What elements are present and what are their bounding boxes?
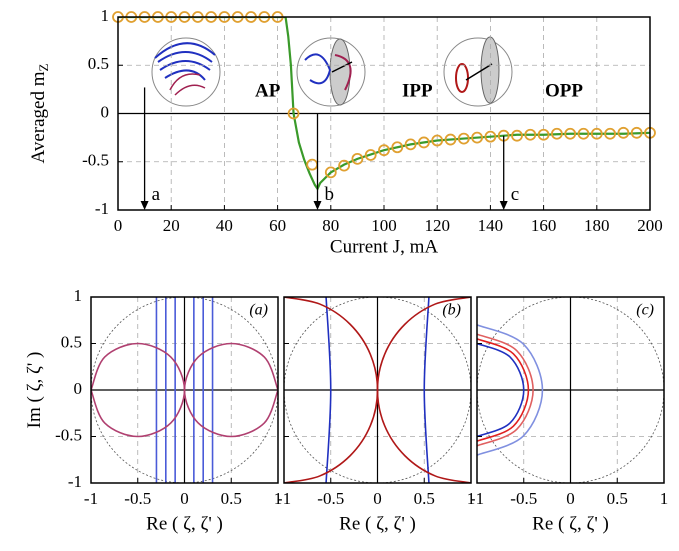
x-tick-label: -1 [470, 489, 484, 508]
x-tick-label: 1 [660, 489, 669, 508]
y-tick-label: 0.5 [61, 332, 82, 351]
marker [604, 127, 616, 140]
marker [524, 128, 537, 141]
x-axis-label: Re ( ζ, ζ' ) [532, 513, 609, 534]
marker [364, 149, 377, 161]
panel-label: (c) [636, 302, 654, 319]
x-tick-label: 1 [467, 489, 476, 508]
marker [287, 107, 300, 120]
marker [417, 136, 430, 149]
arrow-head [140, 201, 149, 210]
marker [617, 126, 630, 139]
x-tick-label: 200 [637, 216, 663, 235]
y-tick-label: -0.5 [55, 425, 82, 444]
marker [577, 127, 590, 140]
y-axis-label: Im ( ζ, ζ' ) [24, 352, 45, 429]
x-tick-label: 1 [274, 489, 283, 508]
x-tick-label: 180 [584, 216, 610, 235]
marker [471, 131, 484, 144]
marker [338, 159, 351, 172]
arrow-label: b [325, 184, 335, 205]
y-tick-label: 0.5 [88, 54, 109, 73]
x-tick-label: -0.5 [124, 489, 151, 508]
marker [351, 152, 364, 165]
x-tick-label: -1 [84, 489, 98, 508]
marker [630, 126, 643, 139]
x-tick-label: 160 [531, 216, 557, 235]
y-axis-label-text: Im ( ζ, ζ' ) [24, 352, 45, 429]
series-line [477, 342, 525, 438]
series-line [91, 342, 186, 438]
inset-icons [151, 36, 513, 107]
y-axis-label-text: Averaged m [28, 71, 49, 163]
y-tick-label: 0 [101, 102, 110, 121]
x-tick-label: 0 [373, 489, 382, 508]
y-axis-label: Averaged mZ [28, 63, 51, 163]
arrow-head [313, 201, 322, 210]
x-tick-label: 20 [163, 216, 180, 235]
x-tick-label: 100 [371, 216, 397, 235]
x-tick-label: 0 [180, 489, 189, 508]
series-line [376, 297, 471, 483]
marker [511, 129, 523, 142]
x-tick-label: 0.5 [607, 489, 628, 508]
x-tick-label: 0 [114, 216, 123, 235]
series-line [477, 324, 544, 456]
panel-label: (a) [249, 302, 268, 319]
y-tick-label: -0.5 [82, 151, 109, 170]
marker [551, 127, 563, 140]
series-line [477, 333, 534, 447]
arrow-label: a [152, 184, 161, 205]
x-tick-label: 40 [216, 216, 233, 235]
x-tick-label: 60 [269, 216, 286, 235]
series-line [118, 17, 650, 191]
marker [444, 133, 457, 146]
marker [564, 127, 577, 140]
y-tick-label: 1 [74, 286, 83, 305]
marker [378, 144, 390, 157]
x-tick-label: 120 [424, 216, 450, 235]
marker [457, 132, 470, 145]
x-tick-label: -0.5 [317, 489, 344, 508]
series-line [477, 338, 530, 442]
marker [404, 138, 417, 151]
x-tick-label: -1 [277, 489, 291, 508]
y-tick-label: 0 [74, 379, 83, 398]
marker [431, 134, 444, 147]
y-axis-label-sub: Z [36, 63, 51, 71]
marker [306, 158, 319, 171]
x-tick-label: 140 [478, 216, 504, 235]
marker [590, 127, 603, 140]
inset-label: OPP [545, 80, 583, 101]
marker [324, 166, 337, 179]
series-line [325, 297, 332, 483]
x-tick-label: 0 [566, 489, 575, 508]
y-tick-label: 1 [101, 6, 110, 25]
panel-label: (b) [442, 302, 461, 319]
marker [484, 130, 497, 143]
marker [537, 128, 550, 141]
x-tick-label: 0.5 [221, 489, 242, 508]
x-tick-label: 0.5 [414, 489, 435, 508]
y-tick-label: -1 [95, 199, 109, 218]
x-axis-label: Re ( ζ, ζ' ) [339, 513, 416, 534]
x-tick-label: 80 [322, 216, 339, 235]
marker [391, 141, 404, 154]
x-axis-label: Current J, mA [330, 236, 438, 257]
series-line [423, 297, 430, 483]
inset-label: AP [255, 80, 281, 101]
arrow-label: c [511, 184, 519, 205]
arrow-head [499, 201, 508, 210]
y-tick-label: -1 [68, 472, 82, 491]
x-tick-label: -0.5 [510, 489, 537, 508]
inset-label: IPP [402, 80, 433, 101]
x-axis-label: Re ( ζ, ζ' ) [146, 513, 223, 534]
